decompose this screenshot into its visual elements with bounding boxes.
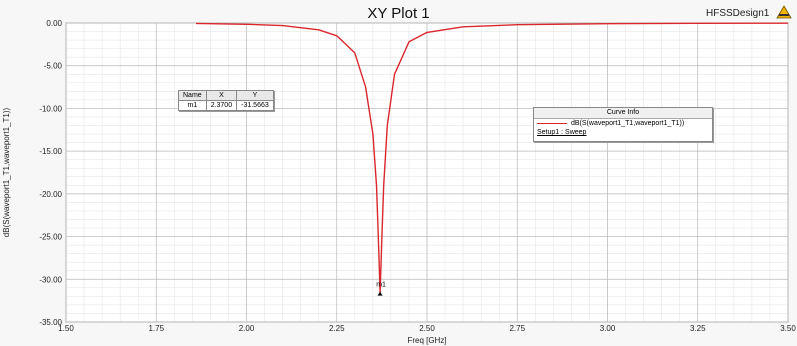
y-tick-label: -20.00 — [39, 190, 62, 199]
marker-table-cell-name: m1 — [178, 100, 207, 111]
y-tick-label: -5.00 — [44, 62, 63, 71]
marker-point[interactable] — [377, 291, 383, 296]
x-tick-label: 3.00 — [600, 324, 616, 333]
x-tick-label: 1.50 — [58, 324, 74, 333]
curve-info-legend[interactable]: Curve Info dB(S(waveport1_T1,waveport1_T… — [533, 107, 713, 142]
plot-title: XY Plot 1 — [367, 5, 430, 22]
design-name-label: HFSSDesign1 — [706, 8, 770, 19]
marker-table-cell-x: 2.3700 — [205, 100, 238, 111]
y-tick-label: -30.00 — [39, 275, 62, 284]
marker-label: m1 — [376, 282, 386, 289]
x-tick-label: 1.75 — [148, 324, 164, 333]
curve-info-trace-row[interactable]: dB(S(waveport1_T1,waveport1_T1)) — [534, 119, 712, 128]
marker-table-header-y: Y — [236, 90, 274, 101]
y-tick-label: -10.00 — [39, 104, 62, 113]
curve-swatch-icon — [537, 123, 567, 124]
marker-table[interactable]: Name X Y m1 2.3700 -31.5663 — [178, 90, 274, 111]
y-tick-label: 0.00 — [46, 19, 62, 28]
ansys-logo-icon — [776, 5, 792, 19]
y-tick-label: -35.00 — [39, 318, 62, 327]
curve-info-trace-label: dB(S(waveport1_T1,waveport1_T1)) — [571, 120, 685, 127]
marker-table-header-x: X — [205, 90, 238, 101]
x-tick-label: 2.25 — [329, 324, 345, 333]
curve-info-title: Curve Info — [534, 108, 712, 119]
curve-info-setup-label: Setup1 : Sweep — [537, 129, 587, 136]
y-axis-label: dB(S(waveport1_T1,waveport1_T1)) — [2, 107, 11, 237]
series-line[interactable] — [195, 22, 789, 294]
grid — [65, 22, 789, 323]
marker-table-row: m1 2.3700 -31.5663 — [178, 100, 274, 111]
x-tick-label: 2.75 — [509, 324, 525, 333]
marker-layer: m1 — [376, 282, 386, 296]
x-tick-label: 3.50 — [780, 324, 796, 333]
x-tick-label: 3.25 — [690, 324, 706, 333]
x-tick-label: 2.50 — [419, 324, 435, 333]
marker-table-header-row: Name X Y — [178, 90, 274, 101]
y-tick-label: -25.00 — [39, 233, 62, 242]
marker-table-cell-y: -31.5663 — [236, 100, 274, 111]
x-axis-label: Freq [GHz] — [407, 336, 446, 345]
tick-labels: 1.50 1.75 2.00 2.25 2.50 2.75 3.00 3.25 3.50 0.00… — [39, 19, 796, 333]
y-tick-label: -15.00 — [39, 147, 62, 156]
curve-layer — [195, 22, 789, 294]
marker-table-header-name: Name — [178, 90, 207, 101]
x-tick-label: 2.00 — [239, 324, 255, 333]
